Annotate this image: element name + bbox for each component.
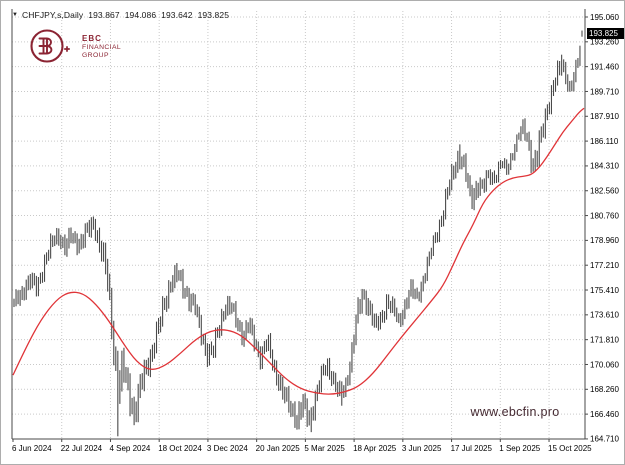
watermark-url: www.ebcfin.pro (470, 405, 560, 419)
logo-text-block: EBC FINANCIAL GROUP (82, 34, 121, 59)
svg-text:178.960: 178.960 (590, 236, 619, 245)
svg-text:18 Apr 2025: 18 Apr 2025 (353, 444, 397, 453)
svg-text:177.210: 177.210 (590, 261, 619, 270)
ohlc-low-value: 193.642 (161, 10, 193, 20)
svg-text:168.260: 168.260 (590, 385, 619, 394)
svg-text:20 Jan 2025: 20 Jan 2025 (256, 444, 301, 453)
svg-text:189.710: 189.710 (590, 87, 619, 96)
svg-text:193.260: 193.260 (590, 38, 619, 47)
svg-text:195.060: 195.060 (590, 13, 619, 22)
svg-text:170.060: 170.060 (590, 360, 619, 369)
svg-text:191.460: 191.460 (590, 62, 619, 71)
svg-text:164.710: 164.710 (590, 435, 619, 444)
current-price-tag: 193.825 (587, 28, 624, 39)
svg-text:175.410: 175.410 (590, 286, 619, 295)
ebc-logo: EBC FINANCIAL GROUP (30, 27, 121, 65)
svg-text:184.310: 184.310 (590, 162, 619, 171)
ohlc-open-value: 193.867 (88, 10, 120, 20)
svg-text:187.910: 187.910 (590, 112, 619, 121)
logo-line-financial: FINANCIAL (82, 43, 122, 51)
svg-text:180.760: 180.760 (590, 211, 619, 220)
ohlc-high-value: 194.086 (124, 10, 157, 20)
svg-text:5 Mar 2025: 5 Mar 2025 (304, 444, 345, 453)
svg-text:17 Jul 2025: 17 Jul 2025 (451, 444, 493, 453)
logo-plus-icon (64, 46, 70, 52)
svg-text:1 Sep 2025: 1 Sep 2025 (499, 444, 540, 453)
svg-text:4 Sep 2024: 4 Sep 2024 (109, 444, 150, 453)
ohlc-close-value: 193.825 (197, 10, 230, 20)
svg-text:171.810: 171.810 (590, 335, 619, 344)
svg-text:166.460: 166.460 (590, 410, 619, 419)
logo-line-group: GROUP (82, 51, 109, 59)
svg-text:6 Jun 2024: 6 Jun 2024 (12, 444, 52, 453)
logo-line-ebc: EBC (82, 33, 102, 43)
svg-text:18 Oct 2024: 18 Oct 2024 (158, 444, 202, 453)
svg-text:22 Jul 2024: 22 Jul 2024 (61, 444, 103, 453)
ebc-logo-mark-icon (30, 29, 70, 63)
symbol-period-label: CHFJPY,s,Daily (22, 10, 84, 20)
svg-text:3 Jun 2025: 3 Jun 2025 (402, 444, 442, 453)
svg-text:182.560: 182.560 (590, 187, 619, 196)
chart-title-bar: ▼ CHFJPY,s,Daily 193.867 194.086 193.642… (12, 9, 229, 21)
symbol-dropdown-icon[interactable]: ▼ (12, 12, 19, 18)
svg-text:3 Dec 2024: 3 Dec 2024 (207, 444, 248, 453)
svg-text:15 Oct 2025: 15 Oct 2025 (548, 444, 592, 453)
svg-text:186.110: 186.110 (590, 137, 619, 146)
svg-text:173.610: 173.610 (590, 311, 619, 320)
